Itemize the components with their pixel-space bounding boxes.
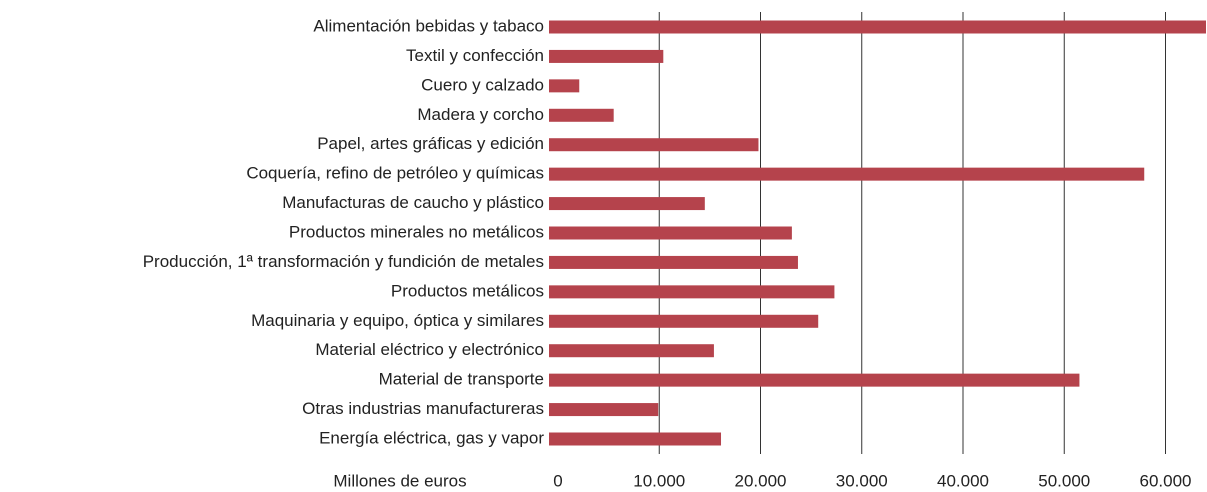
y-tick-label: Maquinaria y equipo, óptica y similares [251,311,544,330]
y-tick-label: Material de transporte [379,370,544,389]
y-tick-label: Productos metálicos [391,281,544,300]
bar [549,373,1080,387]
x-tick-label: 60.000 [1140,471,1192,490]
y-tick-label: Manufacturas de caucho y plástico [282,193,544,212]
y-tick-label: Material eléctrico y electrónico [315,340,544,359]
y-tick-label: Madera y corcho [417,105,544,124]
bar [549,432,722,446]
y-tick-label: Productos minerales no metálicos [289,222,544,241]
x-tick-label: 30.000 [836,471,888,490]
bar [549,167,1145,181]
y-tick-label: Coquería, refino de petróleo y químicas [246,164,544,183]
x-axis-label: Millones de euros [333,471,466,490]
bar [549,344,714,358]
y-tick-label: Papel, artes gráficas y edición [317,134,544,153]
bar [549,226,792,240]
bar [549,108,614,122]
x-tick-label: 40.000 [937,471,989,490]
bar [549,49,664,63]
x-tick-label: 50.000 [1038,471,1090,490]
x-tick-label: 20.000 [735,471,787,490]
bar [549,403,659,417]
bar [549,79,580,93]
y-tick-label: Energía eléctrica, gas y vapor [319,428,544,447]
y-tick-label: Textil y confección [406,46,544,65]
y-tick-label: Alimentación bebidas y tabaco [313,16,544,35]
bar [549,20,1206,34]
bar [549,197,705,211]
bar [549,138,759,152]
y-tick-label: Cuero y calzado [421,75,544,94]
y-tick-label: Otras industrias manufactureras [302,399,544,418]
bar [549,255,798,269]
bar [549,314,819,328]
x-tick-label: 10.000 [633,471,685,490]
x-tick-label: 0 [553,471,562,490]
bar [549,285,835,299]
y-tick-label: Producción, 1ª transformación y fundició… [143,252,544,271]
